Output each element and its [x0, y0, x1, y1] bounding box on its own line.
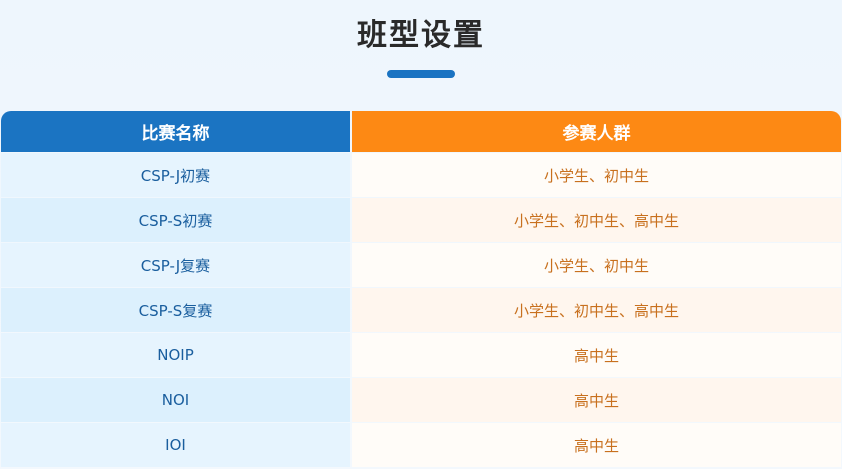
- table-row: CSP-S初赛 小学生、初中生、高中生: [1, 198, 841, 242]
- table-row: NOI 高中生: [1, 378, 841, 422]
- table-row: CSP-S复赛 小学生、初中生、高中生: [1, 288, 841, 332]
- participants-cell: 高中生: [352, 423, 841, 467]
- competition-name-cell: NOIP: [1, 333, 350, 377]
- page-title: 班型设置: [357, 18, 485, 53]
- competition-name-cell: CSP-J初赛: [1, 153, 350, 197]
- table-header: 比赛名称 参赛人群: [1, 111, 841, 152]
- participants-cell: 高中生: [352, 333, 841, 377]
- table-row: NOIP 高中生: [1, 333, 841, 377]
- competition-name-cell: IOI: [1, 423, 350, 467]
- table-row: CSP-J初赛 小学生、初中生: [1, 153, 841, 197]
- participants-cell: 小学生、初中生: [352, 153, 841, 197]
- title-underline: [387, 70, 455, 78]
- participants-cell: 高中生: [352, 378, 841, 422]
- header-competition-name: 比赛名称: [1, 111, 350, 152]
- participants-cell: 小学生、初中生: [352, 243, 841, 287]
- competition-name-cell: CSP-J复赛: [1, 243, 350, 287]
- participants-cell: 小学生、初中生、高中生: [352, 198, 841, 242]
- participants-cell: 小学生、初中生、高中生: [352, 288, 841, 332]
- table-row: CSP-J复赛 小学生、初中生: [1, 243, 841, 287]
- header-participants: 参赛人群: [352, 111, 841, 152]
- table-row: IOI 高中生: [1, 423, 841, 467]
- competition-name-cell: CSP-S复赛: [1, 288, 350, 332]
- competition-name-cell: CSP-S初赛: [1, 198, 350, 242]
- competition-name-cell: NOI: [1, 378, 350, 422]
- competition-table: 比赛名称 参赛人群 CSP-J初赛 小学生、初中生 CSP-S初赛 小学生、初中生、高…: [1, 111, 841, 468]
